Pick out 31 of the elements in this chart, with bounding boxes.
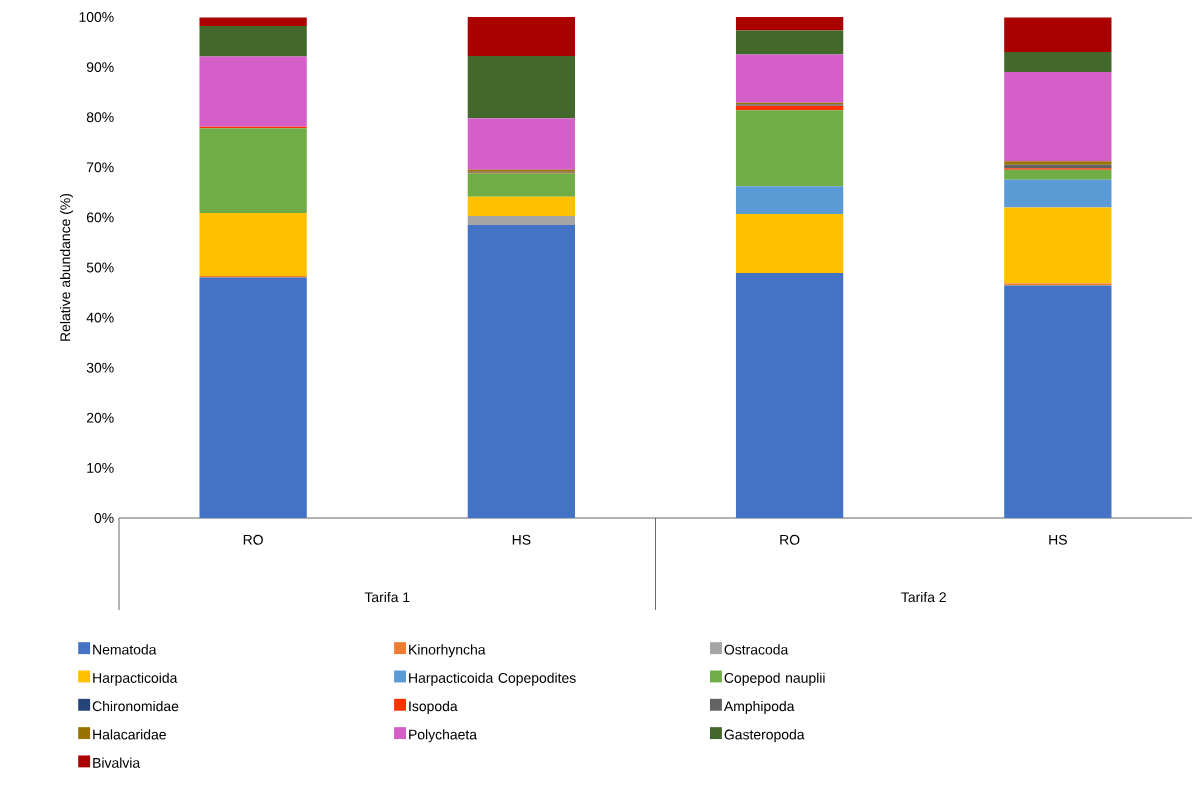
y-tick-label: 30%	[86, 362, 114, 373]
legend-label: Isopoda	[409, 700, 458, 714]
y-tick-label: 20%	[86, 412, 114, 423]
legend-label: Gasteropoda	[724, 729, 805, 743]
x-tick-label: RO	[243, 534, 263, 545]
legend-label: Copepod nauplii	[724, 672, 825, 686]
legend-label: Kinorhyncha	[409, 644, 486, 658]
y-tick-label: 80%	[86, 112, 114, 123]
legend-label: Ostracoda	[724, 644, 789, 655]
y-tick-label: 10%	[87, 462, 114, 473]
y-tick-label: 0%	[94, 513, 114, 523]
y-tick-label: 100%	[79, 12, 114, 22]
y-tick-label: 60%	[86, 212, 114, 223]
legend-label: Polychaeta	[409, 729, 478, 743]
y-tick-label: 50%	[86, 262, 114, 273]
legend-label: Amphipoda	[723, 700, 795, 714]
legend-label: Harpacticoida	[93, 672, 178, 686]
x-tick-label: RO	[780, 534, 800, 545]
legend-label: Chironomidae	[92, 700, 179, 712]
x-tick-label: HS	[512, 534, 531, 545]
text: Tarifa 2	[901, 591, 946, 603]
legend-label: Harpacticoida Copepodites	[409, 672, 576, 686]
x-tick-label: HS	[1049, 534, 1067, 545]
y-tick-label: 70%	[86, 162, 114, 173]
text: Tarifa 1	[364, 591, 410, 603]
y-tick-label: 90%	[86, 62, 114, 73]
y-tick-label: 40%	[86, 312, 114, 323]
legend-label: Bivalvia	[93, 757, 141, 768]
y-axis-title: Relative abundance (%)	[59, 193, 73, 341]
legend-label: Halacaridae	[93, 729, 166, 740]
legend-label: Nematoda	[93, 644, 157, 655]
